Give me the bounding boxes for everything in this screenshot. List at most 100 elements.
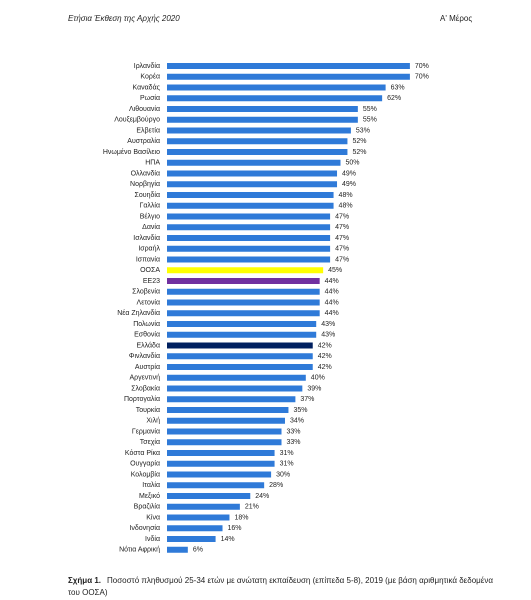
value-label: 49% [342,170,356,177]
bar [167,278,320,284]
value-label: 42% [318,342,332,349]
value-label: 37% [300,396,314,403]
bar [167,353,313,360]
value-label: 35% [293,407,307,414]
category-label: Ινδονησία [129,524,160,532]
category-label: Ισπανία [136,255,160,263]
bar [167,73,410,80]
category-label: Καναδάς [133,83,161,91]
value-label: 44% [325,289,339,296]
bar [167,224,331,231]
value-label: 43% [321,332,335,339]
category-label: Ελβετία [136,126,160,134]
category-label: Μεξικό [139,492,160,500]
category-label: Λουξεμβούργο [114,116,160,124]
value-label: 70% [415,74,429,81]
category-label: Γαλλία [139,202,160,210]
category-label: Κόστα Ρίκα [125,449,160,457]
value-label: 47% [335,224,349,231]
category-label: Εσθονία [134,331,160,339]
value-label: 48% [339,203,353,210]
category-label: Αυστρία [135,363,160,371]
bar [167,235,331,241]
category-label: Ινδία [145,535,160,543]
category-label: Πορτογαλία [124,395,160,403]
category-label: Σλοβενία [132,288,160,296]
category-label: ΕΕ23 [143,278,160,285]
category-label: Λετονία [137,298,160,306]
bar [167,321,317,327]
value-label: 48% [339,192,353,199]
value-label: 44% [325,278,339,285]
bar [167,439,282,446]
bar [167,342,313,349]
category-label: Κορέα [140,73,160,81]
category-label: Πολωνία [133,320,160,328]
category-label: Ουγγαρία [130,460,160,468]
value-label: 52% [352,149,366,156]
value-label: 34% [290,418,304,425]
bar [167,127,351,134]
value-label: 45% [328,267,342,274]
bar [167,310,320,317]
category-label: Τσεχία [140,438,160,446]
bar [167,364,313,370]
bar [167,106,358,112]
category-label: Κολομβία [131,470,160,478]
category-label: Νότια Αφρική [119,546,160,554]
bar [167,116,358,123]
value-label: 52% [352,138,366,145]
category-label: Ελλάδα [136,341,160,349]
category-label: Σλοβακία [131,384,160,392]
bar [167,331,317,338]
category-label: Δανία [142,223,160,231]
bar [167,149,348,155]
caption-label: Σχήμα 1. [68,576,101,585]
caption-text: Ποσοστό πληθυσμού 25-34 ετών με ανώτατη … [68,576,493,597]
value-label: 47% [335,256,349,263]
bar [167,514,230,521]
value-label: 16% [228,525,242,532]
value-label: 70% [415,63,429,70]
category-label: Νορβηγία [130,180,160,188]
category-label: Ολλανδία [131,169,160,177]
bar [167,374,306,381]
category-label: Λιθουανία [129,105,160,113]
value-label: 43% [321,321,335,328]
value-label: 40% [311,375,325,382]
value-label: 53% [356,127,370,134]
category-label: Ισραήλ [138,246,160,253]
bar [167,493,251,499]
value-label: 39% [307,385,321,392]
value-label: 50% [346,160,360,167]
bar [167,460,275,467]
bar [167,536,216,542]
chart: Ιρλανδία 70% Κορέα 70% Καναδάς 63% Ρωσία 62% Λιθ… [103,62,429,554]
category-label: Ηνωμένο Βασίλειο [103,148,160,156]
bar [167,213,331,220]
category-label: Ρωσία [140,94,160,102]
value-label: 63% [391,84,405,91]
bar [167,546,188,553]
value-label: 33% [287,428,301,435]
bar [167,256,331,263]
value-label: 44% [325,310,339,317]
category-label: Νέα Ζηλανδία [117,309,160,317]
value-label: 55% [363,117,377,124]
bar [167,288,320,295]
bar [167,95,383,102]
category-label: Γερμανία [132,427,160,435]
category-label: Αργεντινή [130,375,161,382]
bar [167,525,223,532]
category-label: Φινλανδία [129,352,160,360]
bar [167,417,285,424]
value-label: 14% [221,536,235,543]
bar [167,482,265,489]
value-label: 62% [387,95,401,102]
value-label: 28% [269,482,283,489]
value-label: 18% [234,514,248,521]
category-label: Ιταλία [142,481,160,489]
bar [167,428,282,435]
category-label: Βέλγιο [140,212,160,220]
